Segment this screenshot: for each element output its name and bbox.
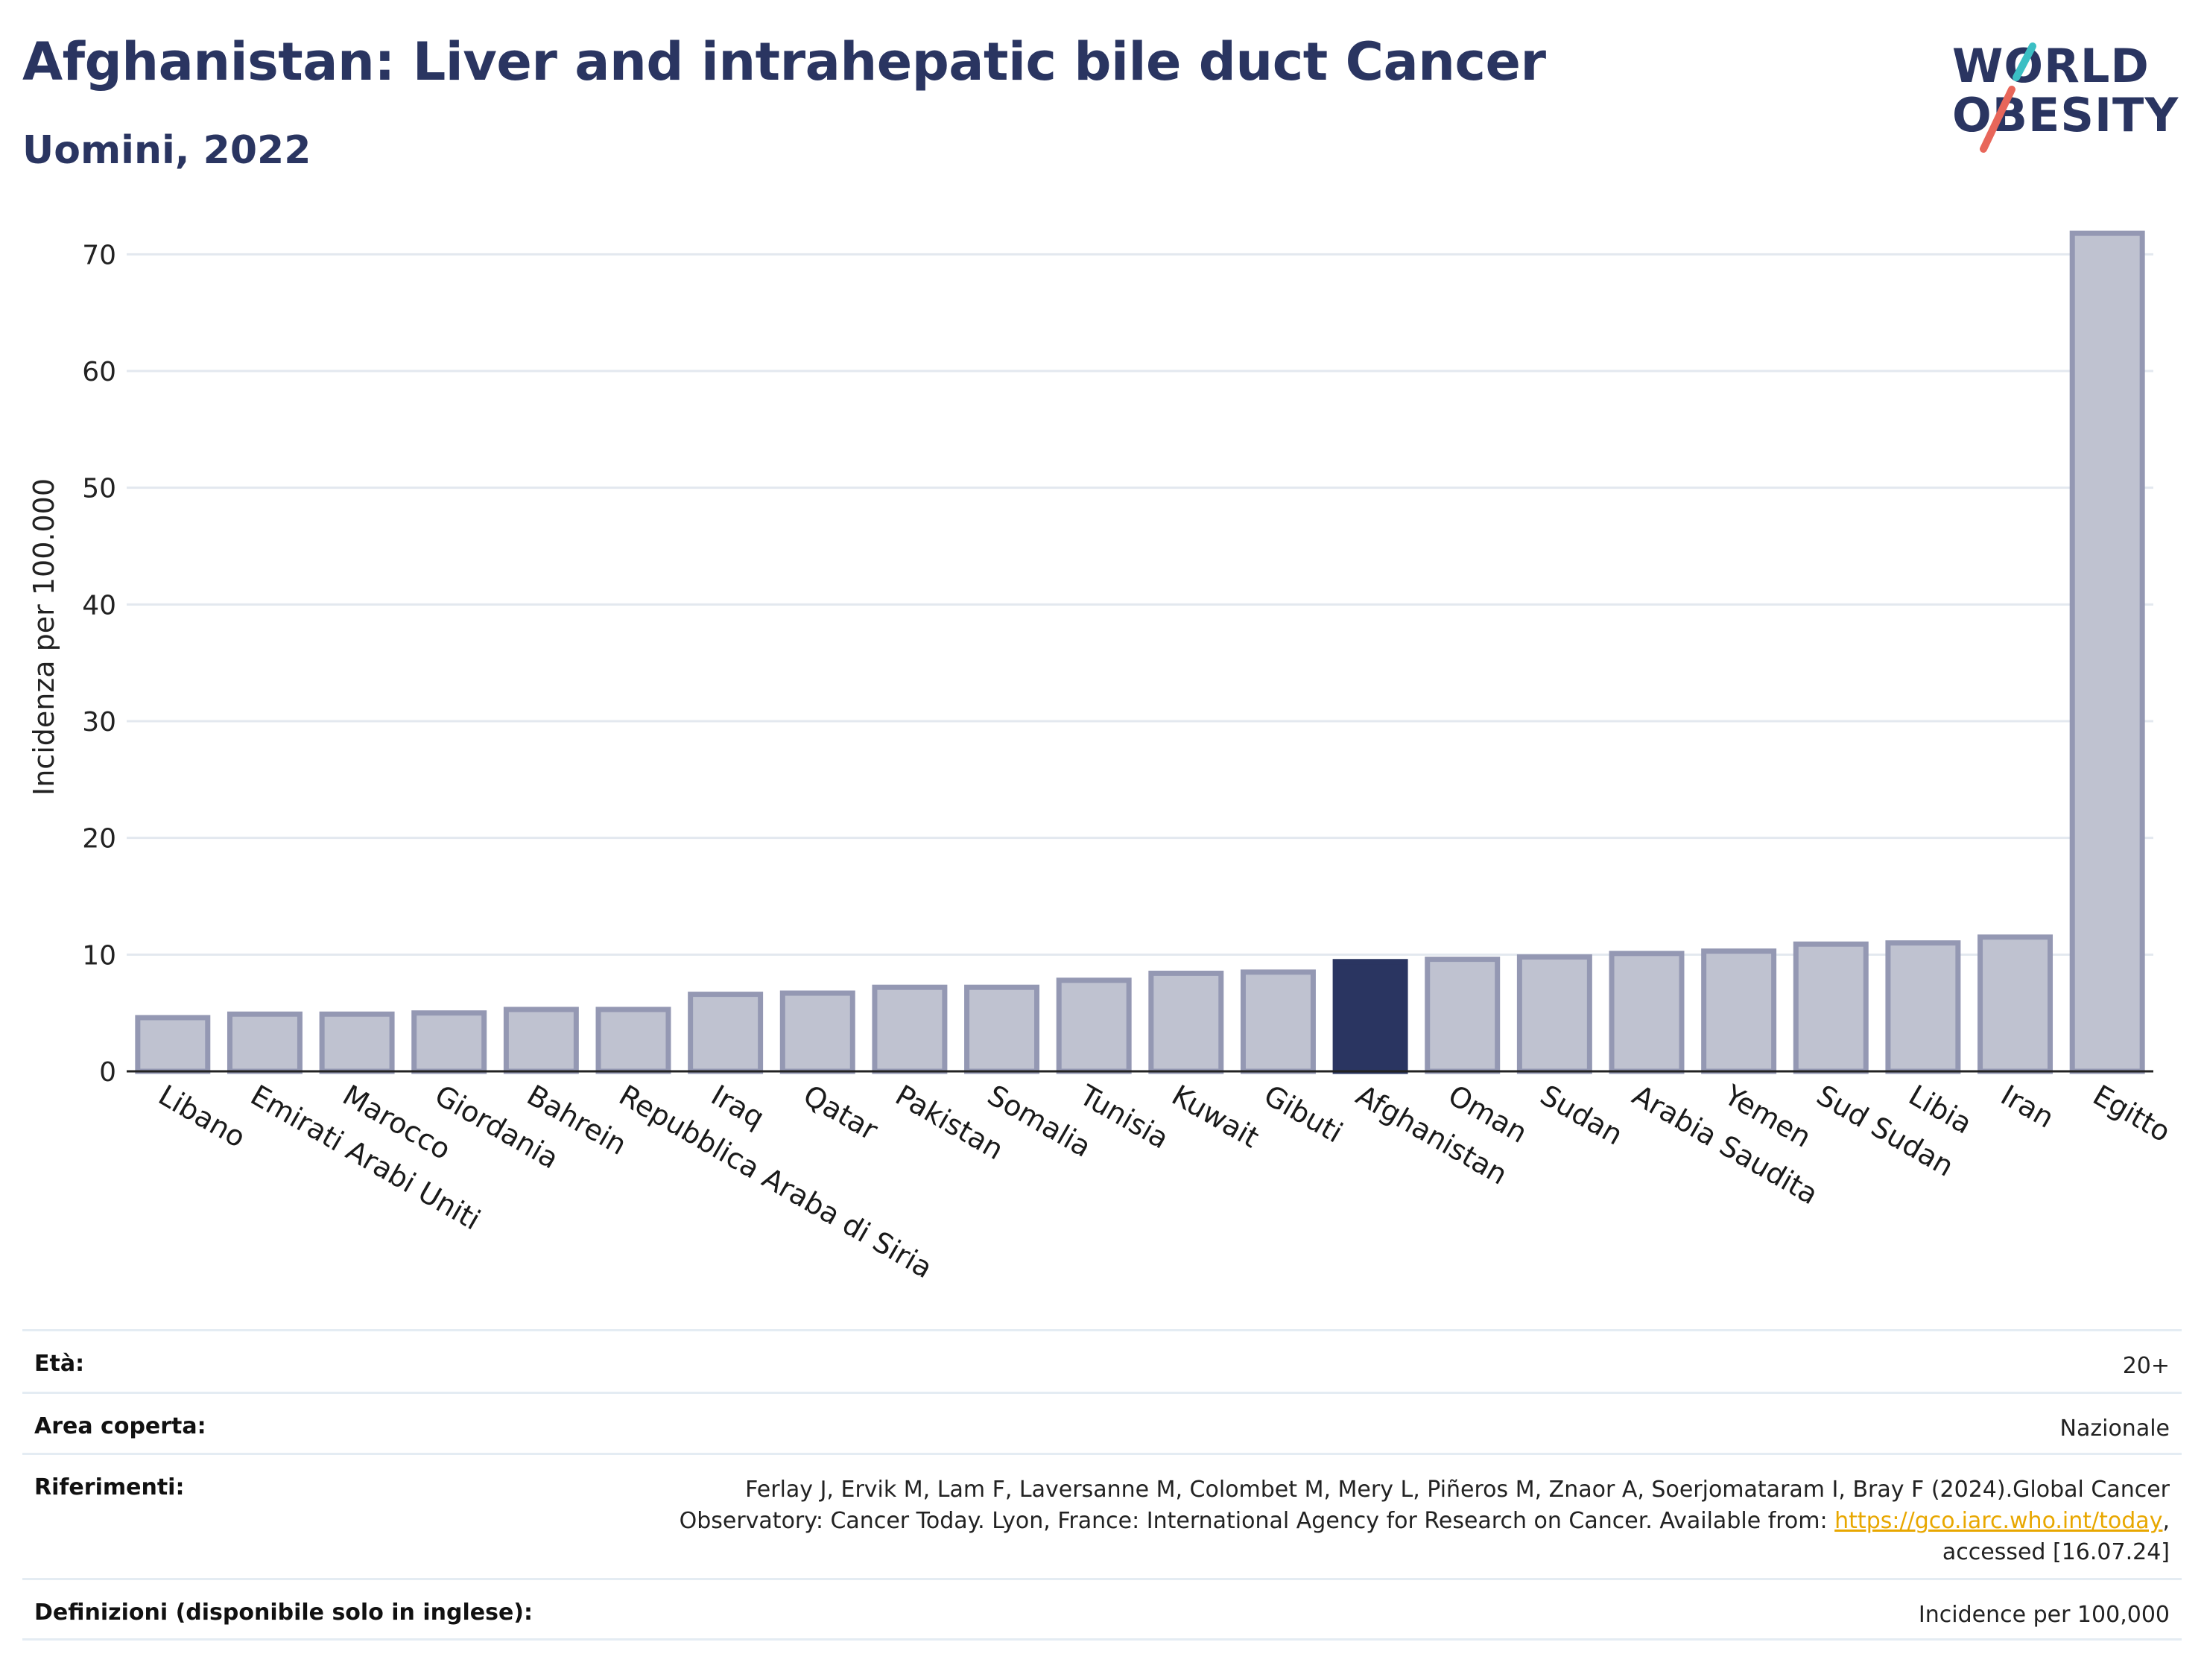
info-row-references: Riferimenti: Ferlay J, Ervik M, Lam F, L…	[22, 1453, 2182, 1578]
x-tick-label: Gibuti	[1258, 1079, 1348, 1150]
references-line-3: accessed [16.07.24]	[1942, 1539, 2170, 1565]
bar-marocco[interactable]	[319, 1011, 395, 1074]
bar-emirati-arabi-uniti[interactable]	[227, 1011, 303, 1074]
gco-link[interactable]: https://gco.iarc.who.int/today	[1834, 1508, 2163, 1534]
y-tick-label: 20	[82, 824, 116, 855]
age-value: 20+	[2122, 1353, 2170, 1379]
definitions-value: Incidence per 100,000	[1918, 1602, 2170, 1628]
bar-afghanistan[interactable]	[1332, 959, 1408, 1074]
x-tick-label: Egitto	[2088, 1079, 2176, 1149]
x-tick-label: Iran	[1995, 1079, 2059, 1135]
bar-sud-sudan[interactable]	[1793, 941, 1869, 1074]
bar-egitto[interactable]	[2069, 230, 2145, 1074]
references-line-1: Ferlay J, Ervik M, Lam F, Laversanne M, …	[745, 1477, 2170, 1503]
x-tick-label: Kuwait	[1166, 1079, 1264, 1155]
x-tick-label: Qatar	[798, 1079, 884, 1147]
bar-tunisia[interactable]	[1056, 977, 1132, 1074]
area-label: Area coperta:	[34, 1413, 206, 1439]
bar-gibuti[interactable]	[1240, 969, 1316, 1074]
bar-repubblica-araba-di-siria[interactable]	[595, 1007, 671, 1074]
area-value: Nazionale	[2059, 1416, 2170, 1442]
world-obesity-logo: WORLD OBESITY	[1937, 21, 2191, 162]
chart-title: Afghanistan: Liver and intrahepatic bile…	[22, 31, 1546, 92]
y-tick-label: 0	[99, 1057, 116, 1088]
y-tick-label: 10	[82, 940, 116, 971]
info-row-definitions: Definizioni (disponibile solo in inglese…	[22, 1578, 2182, 1641]
bar-somalia[interactable]	[964, 984, 1040, 1074]
x-tick-label: Sudan	[1535, 1079, 1629, 1152]
bar-oman[interactable]	[1425, 957, 1501, 1074]
gridlines	[127, 253, 2153, 956]
y-tick-label: 30	[82, 707, 116, 738]
references-label: Riferimenti:	[34, 1474, 185, 1500]
bar-kuwait[interactable]	[1148, 970, 1224, 1074]
bar-bahrein[interactable]	[503, 1007, 579, 1074]
logo-text-world: WORLD	[1952, 39, 2150, 93]
x-tick-label: Repubblica Araba di Siria	[614, 1079, 938, 1285]
age-label: Età:	[34, 1351, 85, 1377]
chart-subtitle: Uomini, 2022	[22, 128, 311, 173]
y-tick-label: 50	[82, 474, 116, 504]
y-tick-label: 40	[82, 590, 116, 621]
bar-iran[interactable]	[1977, 934, 2053, 1074]
bar-qatar[interactable]	[779, 990, 855, 1074]
bar-libano[interactable]	[135, 1015, 211, 1074]
bars	[135, 230, 2145, 1074]
logo-slash-icon	[1980, 42, 2036, 153]
bar-arabia-saudita[interactable]	[1609, 951, 1685, 1074]
definitions-label: Definizioni (disponibile solo in inglese…	[34, 1600, 533, 1626]
bar-sudan[interactable]	[1516, 954, 1592, 1074]
y-axis-label: Incidenza per 100.000	[28, 478, 60, 796]
bar-iraq[interactable]	[688, 992, 764, 1074]
references-value: Ferlay J, Ervik M, Lam F, Laversanne M, …	[680, 1474, 2170, 1568]
references-line-2: Observatory: Cancer Today. Lyon, France:…	[679, 1508, 2170, 1534]
bar-yemen[interactable]	[1701, 948, 1777, 1074]
info-row-age: Età: 20+	[22, 1329, 2182, 1392]
x-tick-label: Iraq	[706, 1079, 770, 1135]
bar-pakistan[interactable]	[872, 984, 948, 1074]
y-tick-label: 60	[82, 357, 116, 387]
info-table: Età: 20+ Area coperta: Nazionale Riferim…	[22, 1329, 2182, 1641]
x-tick-label: Libano	[153, 1079, 251, 1154]
bar-libia[interactable]	[1885, 940, 1961, 1074]
info-row-area: Area coperta: Nazionale	[22, 1392, 2182, 1453]
y-tick-label: 70	[82, 240, 116, 270]
bar-giordania[interactable]	[411, 1010, 487, 1074]
